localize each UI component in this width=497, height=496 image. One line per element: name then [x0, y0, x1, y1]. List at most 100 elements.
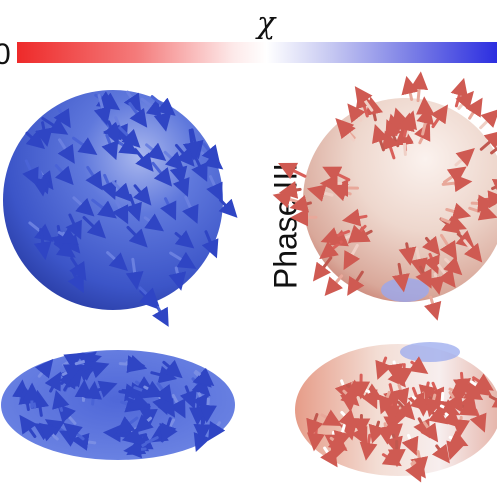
arrow-glyph: [372, 124, 390, 152]
arrow-glyph: [338, 409, 358, 429]
arrow-glyph: [491, 179, 497, 196]
arrow-glyph: [479, 108, 497, 130]
arrow-glyph: [62, 352, 84, 370]
arrow-glyph: [34, 358, 54, 379]
arrow-glyph: [189, 397, 207, 426]
arrow-glyph: [320, 227, 351, 245]
arrow-glyph: [162, 359, 183, 379]
arrow-glyph: [420, 421, 439, 443]
arrow-glyph: [38, 422, 59, 442]
arrow-glyph: [19, 414, 38, 439]
arrow-glyph: [455, 90, 474, 111]
arrow-glyph: [423, 252, 440, 275]
arrow-glyph: [124, 392, 152, 410]
arrow-glyph: [140, 97, 166, 118]
red-disk-panel: [295, 342, 497, 483]
arrow-glyph: [441, 409, 462, 428]
arrow-glyph: [337, 119, 356, 142]
arrow-glyph: [143, 380, 164, 398]
arrow-glyph: [169, 251, 197, 269]
arrow-glyph: [115, 416, 139, 435]
red-sphere-blue-patch: [381, 278, 429, 302]
arrow-glyph: [306, 184, 334, 202]
arrow-glyph: [446, 391, 464, 414]
arrow-glyph: [138, 286, 160, 307]
arrow-glyph: [61, 364, 83, 381]
arrow-glyph: [201, 142, 221, 164]
arrow-glyph: [155, 382, 173, 404]
arrow-glyph: [33, 228, 52, 261]
arrow-glyph: [448, 430, 469, 447]
arrow-glyph: [160, 197, 177, 221]
arrow-glyph: [57, 138, 75, 164]
arrow-glyph: [320, 446, 338, 468]
arrow-glyph: [453, 371, 471, 397]
arrow-glyph: [465, 97, 483, 120]
colorbar: [17, 42, 497, 63]
arrow-glyph: [376, 422, 395, 445]
arrow-glyph: [145, 142, 167, 162]
arrow-glyph: [416, 105, 434, 136]
arrow-glyph: [194, 367, 215, 387]
arrow-glyph: [312, 256, 333, 282]
red-disk-blue-patch: [400, 342, 460, 362]
arrow-glyph: [57, 403, 77, 425]
arrow-glyph: [93, 94, 112, 126]
arrow-glyph: [57, 227, 79, 245]
arrow-glyph: [84, 380, 103, 406]
arrow-glyph: [359, 433, 378, 461]
arrow-glyph: [174, 230, 195, 249]
arrow-glyph: [126, 225, 148, 248]
arrow-glyph: [470, 194, 496, 213]
arrow-glyph: [385, 420, 403, 443]
arrow-glyph: [111, 180, 132, 202]
arrow-glyph: [424, 393, 443, 418]
arrow-glyph: [409, 392, 430, 412]
arrow-glyph: [172, 172, 190, 198]
arrow-glyph: [398, 242, 417, 266]
arrow-glyph: [401, 433, 419, 456]
arrow-glyph: [121, 427, 148, 445]
arrow-glyph: [347, 224, 367, 244]
arrow-glyph: [106, 251, 128, 272]
arrow-glyph: [396, 112, 415, 138]
arrow-glyph: [272, 190, 302, 209]
arrow-glyph: [152, 300, 169, 327]
arrow-glyph: [74, 379, 93, 402]
arrow-glyph: [410, 247, 428, 277]
arrow-glyph: [442, 166, 467, 185]
arrow-glyph: [99, 173, 117, 200]
arrow-glyph: [427, 272, 445, 296]
blue-sphere-arrows: [22, 90, 238, 327]
arrow-glyph: [125, 257, 144, 291]
arrow-glyph: [63, 422, 85, 442]
arrow-glyph: [206, 175, 223, 202]
arrow-glyph: [445, 202, 472, 221]
arrow-glyph: [439, 233, 458, 260]
arrow-glyph: [198, 397, 217, 424]
red-disk-arrows: [306, 356, 497, 483]
arrow-glyph: [218, 198, 238, 218]
arrow-glyph: [395, 363, 414, 386]
arrow-glyph: [12, 379, 31, 403]
arrow-glyph: [430, 104, 449, 129]
arrow-glyph: [41, 116, 69, 135]
arrow-glyph: [44, 371, 62, 393]
arrow-glyph: [133, 184, 152, 206]
arrow-glyph: [22, 159, 39, 187]
arrow-glyph: [368, 420, 386, 444]
arrow-glyph: [437, 264, 456, 288]
arrow-glyph: [25, 130, 46, 150]
arrow-glyph: [452, 415, 470, 438]
arrow-glyph: [395, 125, 414, 156]
arrow-glyph: [74, 352, 102, 370]
arrow-glyph: [347, 270, 365, 296]
arrow-glyph: [278, 162, 307, 180]
arrow-glyph: [112, 200, 129, 225]
arrow-glyph: [488, 391, 497, 408]
arrow-glyph: [84, 361, 110, 379]
arrow-glyph: [423, 295, 442, 321]
red-sphere-arrows: [272, 71, 497, 321]
arrow-glyph: [385, 360, 404, 383]
arrow-glyph: [193, 414, 212, 443]
